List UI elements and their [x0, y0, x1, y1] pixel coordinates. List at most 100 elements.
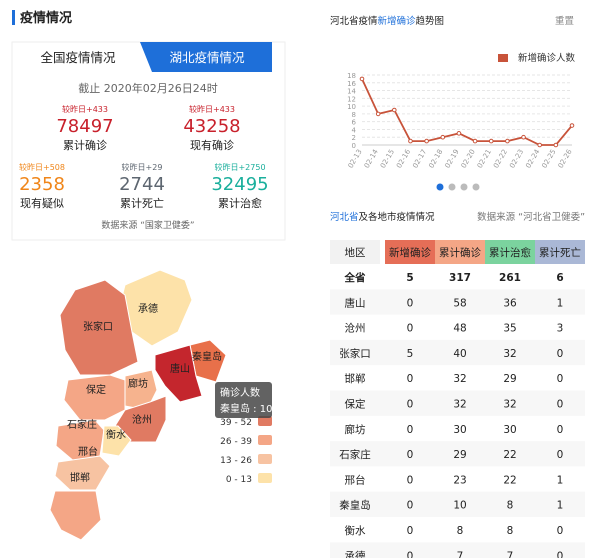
pager-dot[interactable] — [448, 183, 456, 191]
legend-label: 39 - 52 — [220, 418, 252, 428]
table-cell: 0 — [557, 525, 564, 537]
y-tick-label: 0 — [352, 142, 356, 150]
pager-dot[interactable] — [472, 183, 480, 191]
table-cell: 35 — [503, 323, 516, 335]
table-header-cell — [385, 240, 435, 264]
table-cell: 8 — [507, 500, 514, 512]
table-cell: 317 — [449, 272, 471, 284]
x-tick-label: 02-15 — [379, 148, 396, 170]
table-cell: 0 — [407, 449, 414, 461]
map-label: 承德 — [138, 302, 158, 315]
stat-delta: 较昨日+508 — [19, 162, 65, 172]
table-cell: 40 — [453, 348, 466, 360]
table-header: 地区 — [345, 246, 366, 259]
y-tick-label: 10 — [347, 103, 356, 111]
stat-value: 78497 — [56, 116, 113, 137]
map-region — [54, 455, 111, 491]
table-cell: 0 — [557, 449, 564, 461]
tab[interactable]: 湖北疫情情况 — [169, 50, 245, 65]
table-cell: 0 — [557, 550, 564, 558]
y-tick-label: 16 — [347, 80, 356, 88]
table-cell: 10 — [453, 500, 466, 512]
stat-delta: 较昨日+433 — [62, 104, 108, 114]
map-region — [59, 279, 139, 376]
point — [505, 138, 510, 144]
y-tick-label: 18 — [347, 72, 356, 80]
table-header: 累计治愈 — [489, 246, 531, 259]
table-cell: 32 — [453, 399, 466, 411]
table-source: 数据来源 “河北省卫健委” — [477, 211, 585, 223]
table-title-part: 河北省 — [330, 211, 359, 223]
point — [569, 123, 575, 128]
table-cell: 32 — [503, 399, 516, 411]
table-cell: 秦皇岛 — [339, 499, 371, 512]
table-cell: 唐山 — [345, 296, 366, 309]
table-cell: 29 — [453, 449, 466, 461]
stat-delta: 较昨日+433 — [189, 104, 235, 114]
chart-title-part: 趋势图 — [416, 15, 445, 27]
table-cell: 0 — [407, 399, 414, 411]
table-cell: 32 — [453, 373, 466, 385]
as-of: 截止 2020年02月26日24时 — [78, 81, 217, 95]
table-cell: 石家庄 — [339, 448, 371, 461]
table-title: 河北省及各地市疫情情况 — [330, 211, 435, 223]
tab-bg[interactable] — [140, 42, 272, 72]
legend-swatch — [258, 473, 272, 483]
chart-title-part: 河北省疫情 — [330, 15, 378, 27]
table-header-cell — [485, 240, 535, 264]
point — [392, 107, 397, 113]
table-row-bg — [330, 441, 585, 467]
table-cell: 22 — [503, 449, 516, 461]
stat-delta: 较昨日+29 — [122, 162, 163, 172]
legend-swatch — [498, 54, 508, 62]
table-cell: 1 — [557, 500, 564, 512]
stat-value: 2744 — [119, 174, 165, 195]
map-label: 沧州 — [132, 413, 152, 426]
table-row-bg — [330, 491, 585, 517]
table-header-cell — [535, 240, 585, 264]
legend-label: 新增确诊人数 — [518, 52, 576, 64]
point — [408, 138, 413, 144]
map-region — [101, 425, 132, 457]
tab[interactable]: 全国疫情情况 — [40, 50, 116, 65]
table-cell: 0 — [407, 474, 414, 486]
summary-card — [11, 41, 286, 241]
tooltip-title: 确诊人数 — [220, 386, 260, 399]
page-title: 疫情情况 — [20, 10, 72, 26]
point — [521, 134, 526, 140]
pager-dot[interactable] — [460, 183, 468, 191]
table-cell: 8 — [457, 525, 464, 537]
table-cell: 0 — [407, 424, 414, 436]
table-cell: 8 — [507, 525, 514, 537]
stat-label: 累计死亡 — [120, 196, 164, 210]
tooltip — [215, 382, 272, 418]
point — [424, 138, 429, 144]
table-cell: 0 — [407, 500, 414, 512]
y-tick-label: 14 — [347, 88, 356, 96]
map-region — [49, 490, 102, 541]
table-cell: 1 — [557, 474, 564, 486]
map-region — [63, 374, 126, 421]
table-row-bg — [330, 542, 585, 558]
reset-button[interactable]: 重置 — [555, 15, 574, 27]
pager-dot[interactable] — [436, 183, 444, 191]
table-cell: 邢台 — [345, 473, 366, 486]
x-tick-label: 02-14 — [363, 148, 380, 170]
table-cell: 承德 — [345, 549, 366, 558]
x-tick-label: 02-24 — [524, 148, 541, 170]
map-label: 唐山 — [170, 362, 190, 375]
x-tick-label: 02-26 — [557, 148, 574, 170]
x-tick-label: 02-23 — [508, 148, 525, 170]
table-cell: 58 — [453, 297, 466, 309]
x-tick-label: 02-20 — [460, 148, 477, 170]
point — [456, 131, 462, 136]
chart-title-part: 新增确诊 — [378, 15, 417, 27]
stat-value: 43258 — [183, 116, 240, 137]
map-label: 张家口 — [83, 320, 113, 333]
x-tick-label: 02-16 — [395, 148, 412, 170]
legend-swatch — [258, 416, 272, 426]
map-label: 廊坊 — [128, 377, 148, 390]
point — [553, 142, 559, 148]
